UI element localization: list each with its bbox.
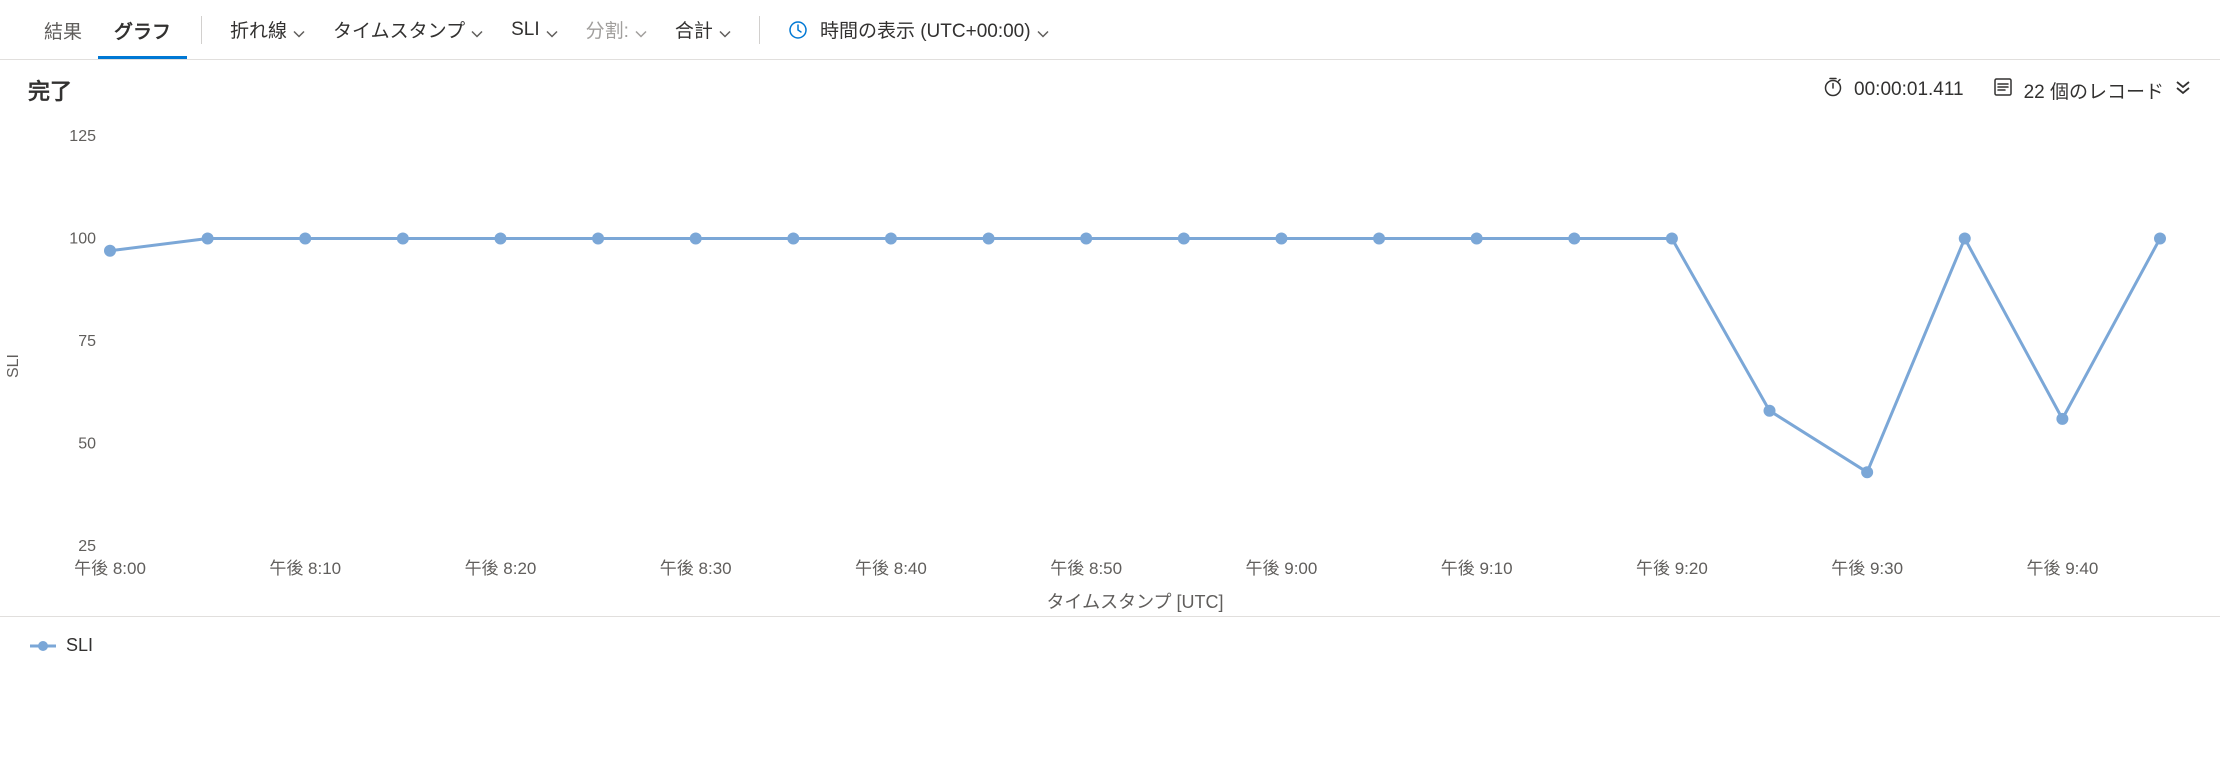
query-duration: 00:00:01.411 — [1822, 76, 1964, 104]
x-field-dropdown[interactable]: タイムスタンプ — [319, 8, 497, 51]
svg-text:125: 125 — [69, 128, 96, 145]
legend: SLI — [0, 616, 2220, 674]
svg-text:午後 8:30: 午後 8:30 — [660, 559, 732, 578]
y-field-label: SLI — [511, 19, 540, 41]
list-icon — [1992, 76, 2014, 104]
clock-icon — [788, 20, 808, 40]
svg-text:午後 8:10: 午後 8:10 — [269, 559, 341, 578]
split-dropdown[interactable]: 分割: — [572, 8, 661, 51]
y-axis-label: SLI — [5, 354, 23, 378]
svg-text:午後 9:00: 午後 9:00 — [1246, 559, 1318, 578]
separator — [759, 16, 760, 44]
aggregation-label: 合計 — [675, 16, 713, 43]
chevron-down-icon — [1037, 24, 1049, 36]
svg-text:25: 25 — [78, 538, 96, 555]
y-field-dropdown[interactable]: SLI — [497, 11, 572, 49]
duration-text: 00:00:01.411 — [1854, 79, 1964, 101]
stopwatch-icon — [1822, 76, 1844, 104]
chevron-down-icon — [471, 24, 483, 36]
svg-text:午後 8:00: 午後 8:00 — [74, 559, 146, 578]
toolbar: 結果 グラフ 折れ線 タイムスタンプ SLI 分割: 合計 — [0, 0, 2220, 60]
x-field-label: タイムスタンプ — [333, 16, 465, 43]
split-label: 分割: — [586, 16, 629, 43]
svg-text:午後 8:50: 午後 8:50 — [1050, 559, 1122, 578]
chart-type-dropdown[interactable]: 折れ線 — [216, 8, 319, 51]
svg-text:午後 9:20: 午後 9:20 — [1636, 559, 1708, 578]
svg-text:午後 9:40: 午後 9:40 — [2026, 559, 2098, 578]
svg-text:午後 8:20: 午後 8:20 — [465, 559, 537, 578]
svg-text:タイムスタンプ [UTC]: タイムスタンプ [UTC] — [1046, 592, 1223, 612]
legend-label: SLI — [66, 635, 93, 656]
record-count[interactable]: 22 個のレコード — [1992, 76, 2192, 104]
chevron-down-icon — [546, 24, 558, 36]
svg-text:100: 100 — [69, 231, 96, 248]
chevron-down-icon — [635, 24, 647, 36]
tab-results[interactable]: 結果 — [28, 1, 98, 58]
chart-area: SLI 25 50 75 100 125 午後 8:00 午後 8:10 午後 8:20 午後 … — [0, 116, 2220, 616]
status-title: 完了 — [28, 74, 72, 106]
separator — [201, 16, 202, 44]
svg-text:75: 75 — [78, 333, 96, 350]
records-text: 22 個のレコード — [2024, 77, 2164, 104]
legend-swatch — [30, 639, 56, 653]
svg-text:50: 50 — [78, 436, 96, 453]
status-bar: 完了 00:00:01.411 22 個のレコード — [0, 60, 2220, 116]
aggregation-dropdown[interactable]: 合計 — [661, 8, 745, 51]
time-display-dropdown[interactable]: 時間の表示 (UTC+00:00) — [774, 8, 1063, 51]
time-display-label: 時間の表示 (UTC+00:00) — [820, 16, 1031, 43]
chevron-down-icon — [293, 24, 305, 36]
svg-text:午後 8:40: 午後 8:40 — [855, 559, 927, 578]
tab-graph[interactable]: グラフ — [98, 1, 187, 59]
line-chart[interactable]: 25 50 75 100 125 午後 8:00 午後 8:10 午後 8:20 午後 8:30… — [20, 126, 2200, 616]
double-chevron-down-icon — [2174, 78, 2192, 102]
chart-type-label: 折れ線 — [230, 16, 287, 43]
svg-text:午後 9:30: 午後 9:30 — [1831, 559, 1903, 578]
svg-text:午後 9:10: 午後 9:10 — [1441, 559, 1513, 578]
chevron-down-icon — [719, 24, 731, 36]
